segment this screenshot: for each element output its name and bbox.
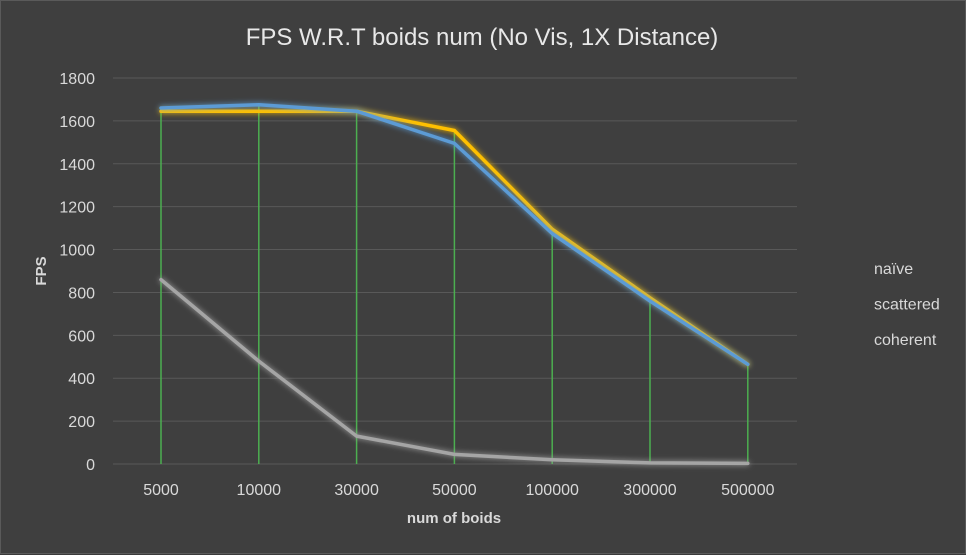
y-tick-label: 1600 [59,114,95,131]
x-tick-label: 100000 [526,482,579,499]
x-tick-label: 300000 [623,482,676,499]
y-axis-ticks: 0 200 400 600 800 1000 1200 1400 1600 1800 [59,71,95,474]
series-line-1 [159,109,750,367]
legend-label: coherent [874,332,937,349]
y-tick-label: 1000 [59,243,95,260]
legend-label: naïve [874,261,913,278]
y-axis-title: FPS [33,256,50,285]
y-tick-label: 800 [68,285,95,302]
legend-label: scattered [874,297,940,314]
series-line-0 [159,277,750,466]
y-tick-label: 400 [68,371,95,388]
series-lines [159,103,750,466]
chart-title: FPS W.R.T boids num (No Vis, 1X Distance… [246,24,719,51]
x-axis-ticks: 5000 10000 30000 50000 100000 300000 500000 [143,482,774,499]
x-axis-title: num of boids [407,510,501,527]
y-tick-label: 600 [68,328,95,345]
y-tick-label: 1200 [59,200,95,217]
y-tick-label: 1400 [59,157,95,174]
x-tick-label: 30000 [334,482,379,499]
x-tick-label: 10000 [237,482,282,499]
legend: naïve scattered coherent [827,261,940,349]
y-tick-label: 200 [68,414,95,431]
x-tick-label: 5000 [143,482,179,499]
drop-lines [160,104,749,464]
y-tick-label: 0 [86,457,95,474]
series-line-2 [159,103,750,367]
y-tick-label: 1800 [59,71,95,88]
x-tick-label: 500000 [721,482,774,499]
x-tick-label: 50000 [432,482,477,499]
